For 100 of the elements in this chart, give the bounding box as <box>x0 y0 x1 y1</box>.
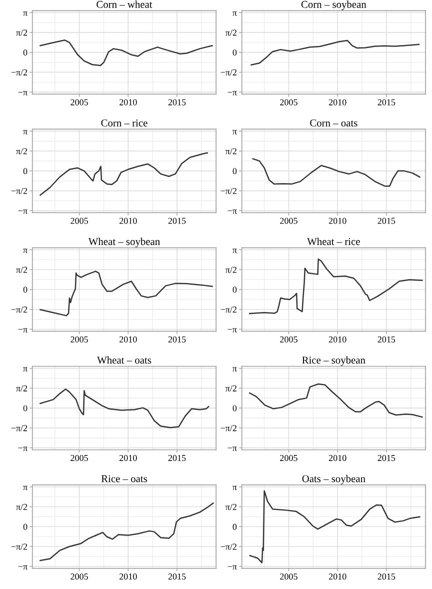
x-tick-label: 2010 <box>120 336 137 342</box>
x-tick-label: 2015 <box>168 454 186 462</box>
y-tick-label: −π/2 <box>220 188 236 194</box>
line-series <box>250 40 420 66</box>
x-tick-label: 2015 <box>378 99 396 106</box>
y-tick-label: 0 <box>23 49 28 56</box>
y-tick-label: π/2 <box>16 385 28 392</box>
y-tick-label: π <box>23 367 28 372</box>
x-tick-label: 2015 <box>378 218 396 224</box>
y-tick-label: π <box>232 12 237 16</box>
y-tick-label: −π/2 <box>11 544 28 550</box>
line-series <box>249 258 423 314</box>
x-tick-label: 2010 <box>328 336 346 342</box>
y-tick-label: π/2 <box>226 385 236 392</box>
chart-title: Oats – soybean <box>302 474 366 484</box>
y-tick-label: −π <box>228 91 237 96</box>
y-tick-label: π/2 <box>226 266 236 273</box>
y-tick-label: π/2 <box>226 148 236 154</box>
y-tick-label: 0 <box>232 405 237 412</box>
y-tick-label: π <box>23 12 28 16</box>
x-tick-label: 2005 <box>70 454 88 462</box>
y-tick-label: π <box>232 248 237 253</box>
chart-title: Wheat – oats <box>97 356 152 364</box>
x-tick-label: 2005 <box>280 454 298 462</box>
x-tick-label: 2010 <box>120 218 137 224</box>
y-tick-label: −π <box>228 565 237 570</box>
x-tick-label: 2010 <box>328 454 346 462</box>
x-tick-label: 2010 <box>328 574 346 580</box>
y-tick-label: π/2 <box>226 30 236 36</box>
y-tick-label: −π <box>18 446 28 452</box>
x-tick-label: 2015 <box>378 454 396 462</box>
y-tick-label: π/2 <box>16 30 28 36</box>
x-tick-label: 2015 <box>168 99 186 106</box>
chart-title: Rice – soybean <box>302 356 366 366</box>
y-tick-label: −π <box>18 565 28 570</box>
y-tick-label: −π <box>228 446 237 452</box>
y-tick-label: π/2 <box>226 504 236 510</box>
y-tick-label: 0 <box>232 168 237 174</box>
line-series <box>249 383 423 418</box>
line-series <box>40 502 214 562</box>
y-tick-label: −π <box>18 328 28 332</box>
y-tick-label: π <box>232 367 237 372</box>
y-tick-label: −π/2 <box>220 69 236 76</box>
y-tick-label: 0 <box>232 49 237 56</box>
chart-title: Corn – soybean <box>301 0 366 10</box>
x-tick-label: 2005 <box>70 99 88 106</box>
y-tick-label: π/2 <box>16 266 28 273</box>
chart-title: Corn – oats <box>310 119 358 126</box>
chart-title: Corn – wheat <box>96 0 152 8</box>
y-tick-label: 0 <box>232 286 237 293</box>
x-tick-label: 2010 <box>120 574 137 580</box>
line-series <box>249 490 420 564</box>
x-tick-label: 2015 <box>378 336 396 342</box>
y-tick-label: −π/2 <box>11 188 28 194</box>
x-tick-label: 2015 <box>168 218 186 224</box>
y-tick-label: 0 <box>232 524 237 530</box>
y-tick-label: −π/2 <box>11 69 28 76</box>
x-tick-label: 2010 <box>328 99 346 106</box>
y-tick-label: −π <box>18 210 28 214</box>
y-tick-label: −π/2 <box>220 306 236 313</box>
y-tick-label: π <box>232 130 237 134</box>
y-tick-label: π <box>23 130 28 134</box>
y-tick-label: 0 <box>23 405 28 412</box>
chart-title: Wheat – rice <box>307 238 360 246</box>
chart-title: Rice – oats <box>101 475 148 482</box>
line-series <box>40 388 210 428</box>
y-tick-label: 0 <box>23 524 28 530</box>
x-tick-label: 2005 <box>280 218 298 224</box>
x-tick-label: 2015 <box>378 574 396 580</box>
y-tick-label: π/2 <box>16 148 28 154</box>
y-tick-label: 0 <box>23 286 28 293</box>
y-tick-label: 0 <box>23 168 28 174</box>
x-tick-label: 2005 <box>280 574 298 580</box>
line-series <box>40 270 213 316</box>
chart-title: Corn – rice <box>101 119 148 126</box>
y-tick-label: −π/2 <box>11 306 28 313</box>
x-tick-label: 2010 <box>120 454 137 462</box>
y-tick-label: π <box>23 248 28 253</box>
chart-title: Wheat – soybean <box>88 238 160 248</box>
x-tick-label: 2010 <box>120 99 137 106</box>
y-tick-label: −π/2 <box>11 425 28 432</box>
y-tick-label: −π <box>18 91 28 96</box>
x-tick-label: 2005 <box>70 218 88 224</box>
line-series <box>40 152 208 196</box>
line-series <box>252 158 420 187</box>
x-tick-label: 2005 <box>280 99 298 106</box>
x-tick-label: 2015 <box>168 574 186 580</box>
y-tick-label: −π/2 <box>220 425 236 432</box>
x-tick-label: 2005 <box>70 574 88 580</box>
y-tick-label: π <box>232 486 237 490</box>
y-tick-label: −π/2 <box>220 544 236 550</box>
x-tick-label: 2015 <box>168 336 186 342</box>
y-tick-label: −π <box>228 328 237 332</box>
y-tick-label: π/2 <box>16 504 28 510</box>
y-tick-label: −π <box>228 210 237 214</box>
y-tick-label: π <box>23 486 28 490</box>
line-series <box>40 39 213 66</box>
x-tick-label: 2005 <box>70 336 88 342</box>
x-tick-label: 2010 <box>328 218 346 224</box>
x-tick-label: 2005 <box>280 336 298 342</box>
